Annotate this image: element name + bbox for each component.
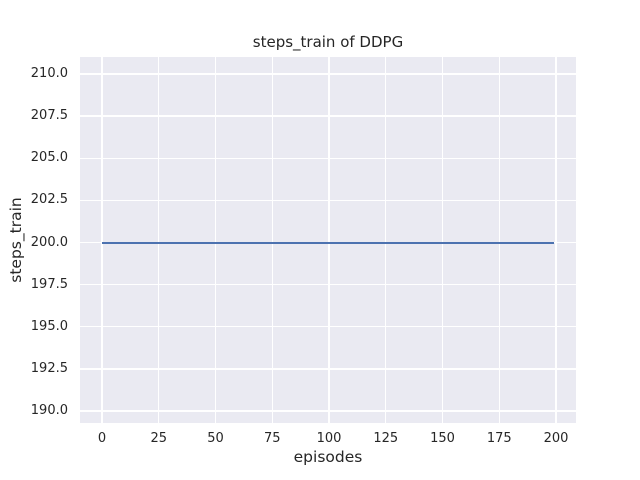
y-tick-label: 197.5 [30, 276, 68, 292]
h-gridline [80, 157, 576, 159]
h-gridline [80, 368, 576, 370]
x-tick-label: 150 [430, 431, 455, 446]
v-gridline [498, 57, 500, 423]
y-tick-label: 200.0 [30, 234, 68, 250]
v-gridline [158, 57, 160, 423]
v-gridline [555, 57, 557, 423]
y-tick-label: 202.5 [30, 192, 68, 208]
v-gridline [214, 57, 217, 423]
v-gridline [101, 57, 103, 423]
v-gridline [441, 57, 444, 423]
chart-title: steps_train of DDPG [252, 33, 404, 51]
x-tick-label: 125 [373, 431, 399, 446]
x-tick-label: 25 [150, 431, 168, 446]
plot-area [80, 57, 576, 423]
h-gridline [80, 115, 576, 117]
x-tick-label: 0 [97, 431, 107, 446]
y-tick-label: 192.5 [30, 360, 68, 376]
x-tick-label: 75 [263, 431, 281, 446]
y-tick-label: 205.0 [30, 150, 68, 166]
v-gridline [328, 57, 330, 423]
y-tick-label: 210.0 [30, 66, 68, 81]
h-gridline [80, 326, 576, 328]
y-tick-label: 190.0 [30, 403, 68, 418]
h-gridline [80, 73, 576, 75]
y-tick-label: 195.0 [30, 318, 68, 334]
h-gridline [80, 199, 576, 202]
x-tick-label: 175 [486, 431, 512, 446]
h-gridline [80, 410, 576, 412]
x-tick-label: 50 [207, 431, 224, 446]
series-line-steps_train [102, 241, 554, 244]
x-axis-label: episodes [293, 448, 363, 466]
x-tick-label: 200 [543, 431, 569, 446]
h-gridline [80, 283, 576, 286]
y-axis-label: steps_train [7, 197, 25, 283]
y-tick-label: 207.5 [30, 108, 68, 124]
v-gridline [385, 57, 387, 423]
v-gridline [271, 57, 273, 423]
x-tick-label: 100 [316, 431, 342, 446]
